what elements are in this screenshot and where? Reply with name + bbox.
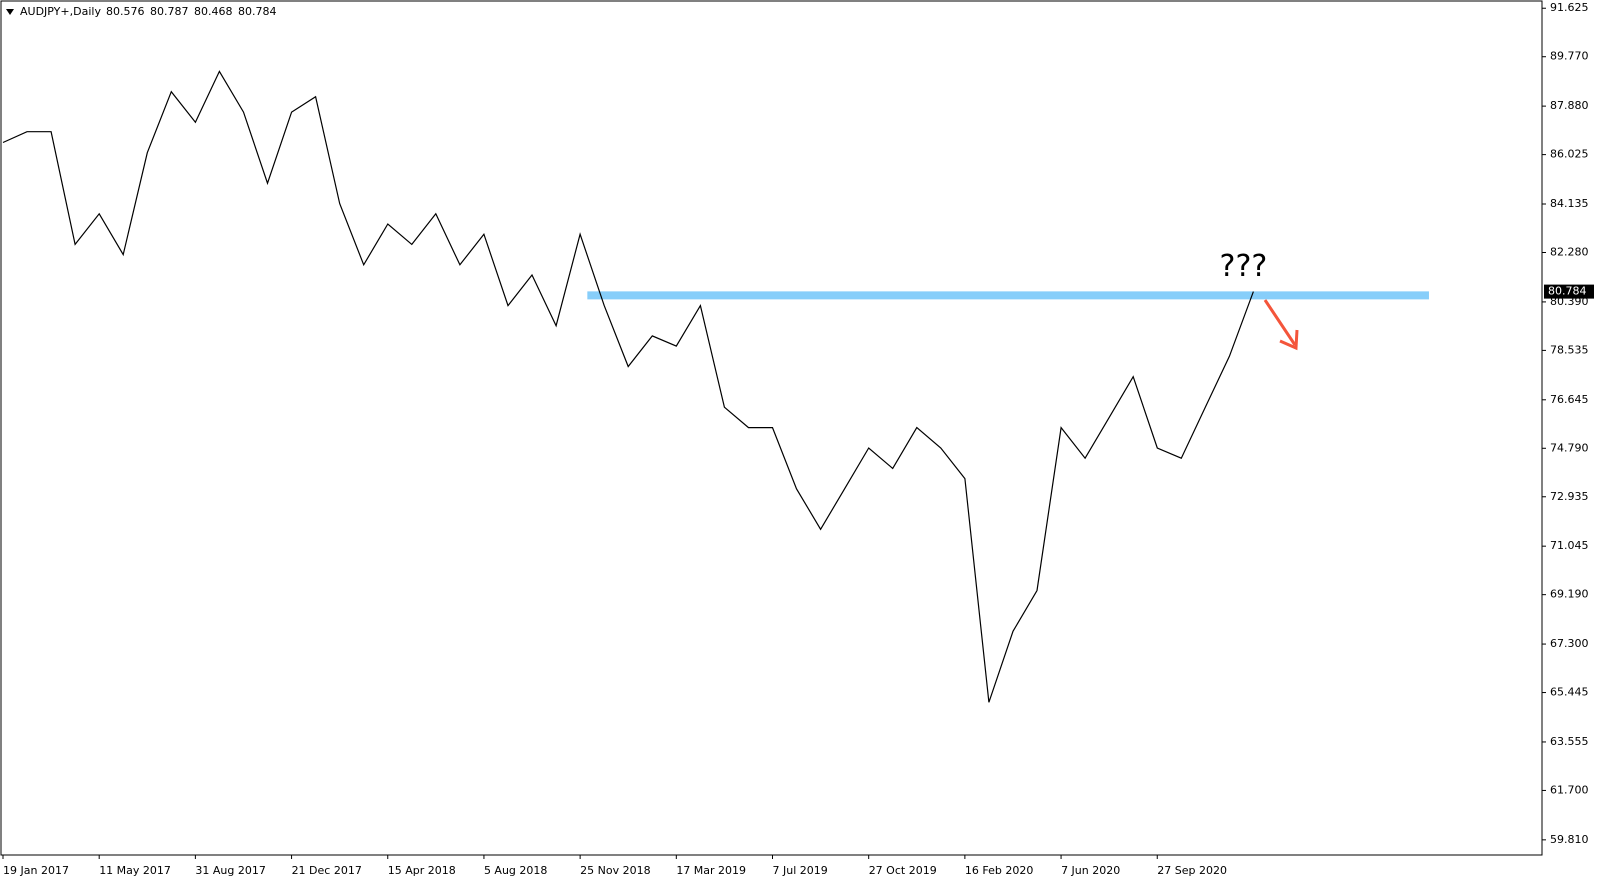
y-tick-label: 72.935 [1550,490,1589,503]
x-tick-label: 17 Mar 2019 [676,864,746,877]
y-tick-label: 74.790 [1550,441,1589,454]
price-marker-label: 80.784 [1548,285,1587,298]
y-tick-label: 59.810 [1550,833,1589,846]
x-tick-label: 11 May 2017 [99,864,171,877]
arrow-shaft [1263,299,1297,346]
x-tick-label: 21 Dec 2017 [292,864,362,877]
y-tick-label: 67.300 [1550,637,1589,650]
y-tick-label: 65.445 [1550,686,1589,699]
y-tick-label: 61.700 [1550,783,1589,796]
x-tick-label: 25 Nov 2018 [580,864,650,877]
x-tick-label: 27 Oct 2019 [869,864,937,877]
x-tick-label: 7 Jul 2019 [773,864,828,877]
price-line [2,70,1254,703]
ohlc-value: 80.784 [238,5,277,18]
x-tick-label: 31 Aug 2017 [195,864,265,877]
ohlc-value: 80.576 [106,5,145,18]
annotation: ??? [1220,249,1268,284]
x-tick-label: 19 Jan 2017 [3,864,69,877]
y-tick-label: 86.025 [1550,148,1589,161]
x-tick-label: 7 Jun 2020 [1061,864,1120,877]
arrow-head [1279,329,1299,351]
y-tick-label: 69.190 [1550,588,1589,601]
y-tick-label: 71.045 [1550,539,1589,552]
y-tick-label: 87.880 [1550,99,1589,112]
y-tick-label: 76.645 [1550,393,1589,406]
y-tick-label: 78.535 [1550,343,1589,356]
ohlc-value: 80.787 [150,5,189,18]
ohlc-value: 80.468 [194,5,233,18]
chart-title: AUDJPY+,Daily [20,5,101,18]
x-tick-label: 5 Aug 2018 [484,864,547,877]
x-tick-label: 16 Feb 2020 [965,864,1033,877]
y-tick-label: 63.555 [1550,735,1589,748]
menu-triangle[interactable] [6,9,14,15]
x-tick-label: 27 Sep 2020 [1157,864,1227,877]
x-tick-label: 15 Apr 2018 [388,864,456,877]
y-tick-label: 89.770 [1550,50,1589,63]
y-tick-label: 91.625 [1550,1,1589,14]
y-tick-label: 82.280 [1550,246,1589,259]
y-tick-label: 84.135 [1550,197,1589,210]
plot-frame [0,0,1543,856]
price-marker [1544,284,1594,299]
